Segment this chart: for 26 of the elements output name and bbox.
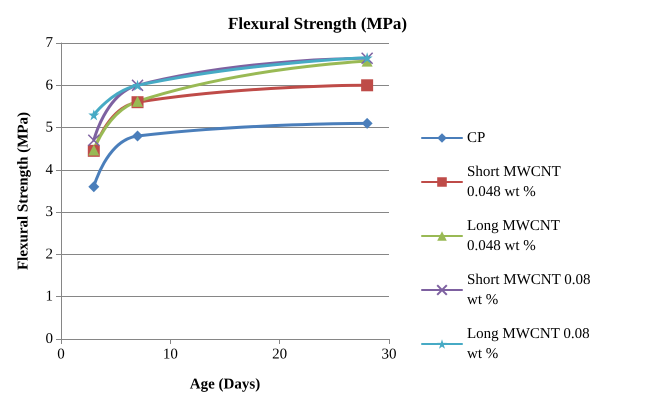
point [88,134,100,147]
point [132,130,144,142]
x-tick-label: 0 [57,346,65,362]
y-axis-title: Flexural Strength (MPa) [16,112,32,270]
y-tick-label: 5 [46,120,53,136]
legend-label: Long MWCNT 0.08 wt % [467,326,594,362]
point [88,109,100,120]
y-tick-label: 0 [46,331,53,347]
point [362,118,373,129]
y-tick-label: 2 [46,246,53,262]
x-axis-title: Age (Days) [190,376,260,392]
x-tick-label: 20 [272,346,288,362]
y-tick-label: 1 [46,288,53,305]
y-tick-label: 7 [46,35,54,51]
y-tick-label: 4 [46,162,54,178]
point [361,79,374,92]
chart-title: Flexural Strength (MPa) [228,14,408,33]
legend-label: Short MWCNT 0.08 wt % [467,272,594,308]
y-tick-label: 3 [46,204,53,220]
legend-label: CP [467,130,486,146]
y-tick-label: 6 [46,77,54,94]
point [88,181,100,192]
x-tick-label: 10 [162,346,178,362]
legend-label: Long MWCNT 0.048 wt % [467,218,564,254]
x-tick-label: 30 [382,346,396,362]
legend-label: Short MWCNT 0.048 wt % [467,164,564,200]
